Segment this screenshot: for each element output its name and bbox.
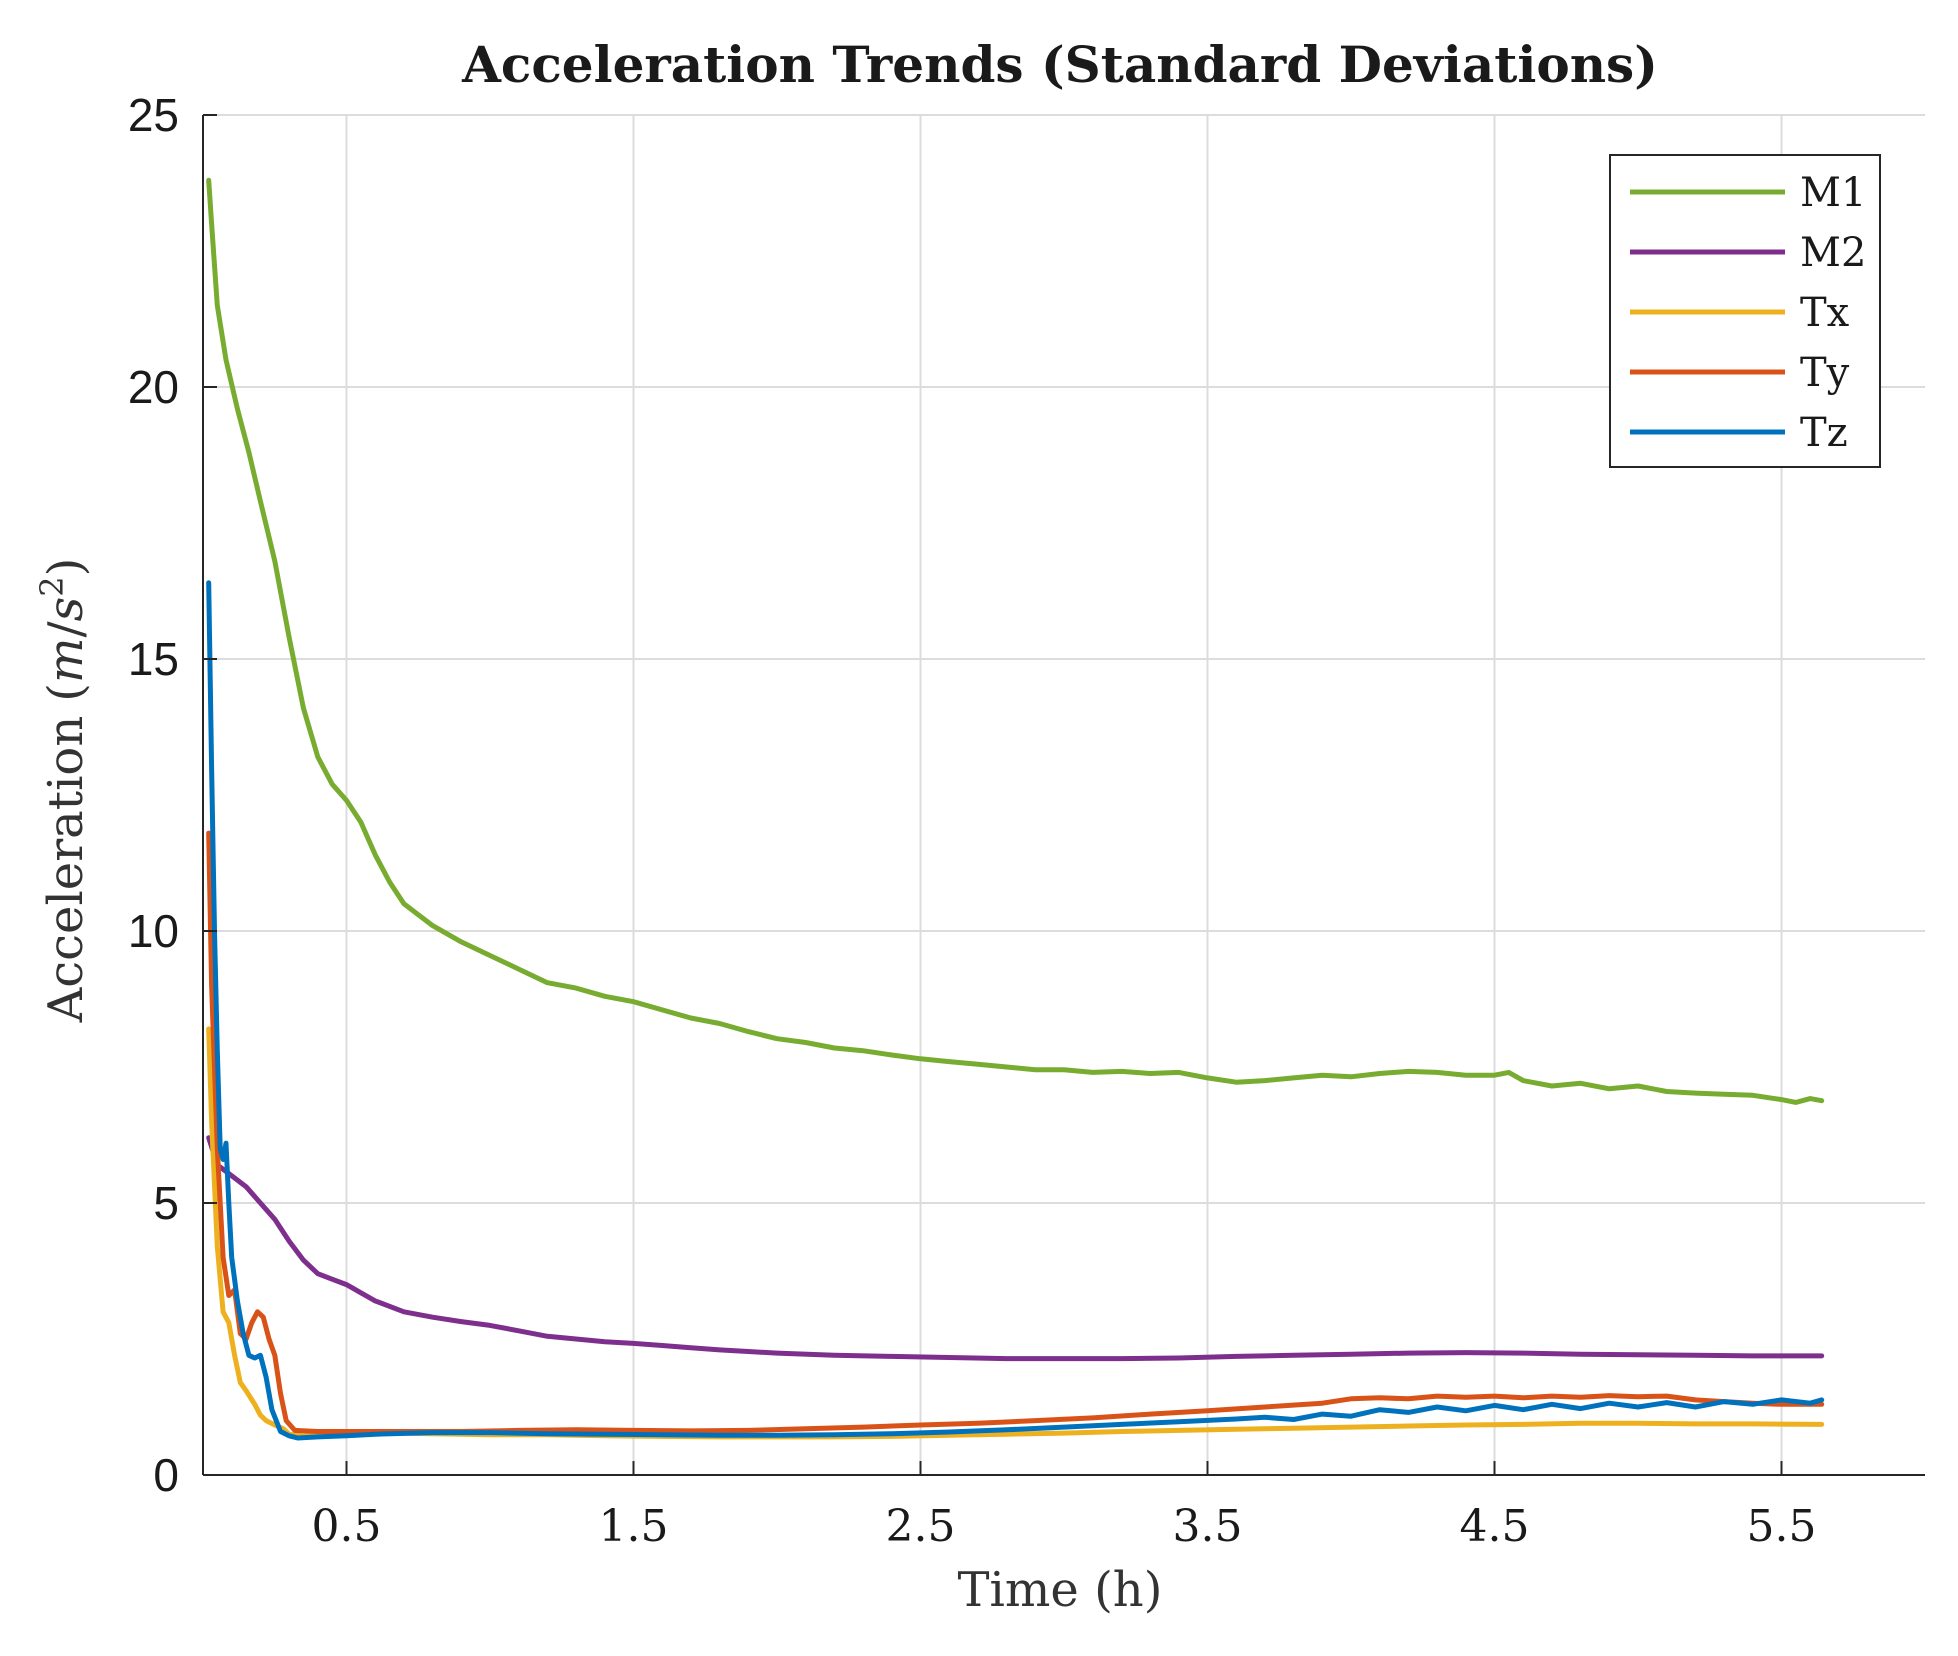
series-line-m2: [206, 1135, 1825, 1362]
legend: M1 M2 Tx Ty Tz: [1609, 154, 1881, 468]
series-line-ty: [206, 830, 1825, 1434]
legend-items: M1 M2 Tx Ty Tz: [1630, 170, 1866, 456]
legend-label-ty: Ty: [1800, 350, 1850, 396]
y-axis-unit-open: (: [38, 683, 94, 702]
legend-label-m2: M2: [1800, 230, 1866, 276]
axes: [202, 114, 1925, 1476]
y-tick-labels: 0 5 10 15 20 25: [128, 89, 179, 1501]
y-axis-unit-exponent: 2: [33, 576, 71, 596]
x-tick-labels: 0.5 1.5 2.5 3.5 4.5 5.5: [312, 1501, 1817, 1552]
y-tick-label: 25: [128, 89, 179, 141]
legend-label-tx: Tx: [1800, 290, 1850, 336]
y-axis-label: Acceleration (m/s2): [33, 558, 94, 1024]
x-tick-label: 1.5: [599, 1501, 669, 1552]
series-group: [206, 177, 1825, 1441]
x-tick-label: 5.5: [1747, 1501, 1817, 1552]
legend-label-m1: M1: [1800, 170, 1866, 216]
y-tick-label: 10: [128, 905, 179, 957]
series-line-m1: [206, 177, 1825, 1105]
y-axis-unit-m: m: [38, 638, 94, 684]
x-tick-label: 4.5: [1460, 1501, 1530, 1552]
y-axis-label-text: Acceleration: [38, 716, 94, 1024]
y-tick-label: 20: [128, 361, 179, 413]
y-tick-label: 5: [153, 1177, 179, 1229]
y-axis-unit-slash: /: [38, 621, 94, 638]
series-line-tz: [206, 580, 1825, 1441]
x-tick-label: 2.5: [886, 1501, 956, 1552]
x-axis-label: Time (h): [958, 1562, 1163, 1618]
y-axis-unit-s: s: [38, 597, 94, 622]
y-tick-label: 15: [128, 633, 179, 685]
legend-label-tz: Tz: [1800, 410, 1848, 456]
y-axis-unit-close: ): [38, 558, 94, 577]
chart-title: Acceleration Trends (Standard Deviations…: [461, 35, 1658, 94]
x-tick-label: 3.5: [1173, 1501, 1243, 1552]
x-tick-label: 0.5: [312, 1501, 382, 1552]
y-tick-label: 0: [153, 1449, 179, 1501]
